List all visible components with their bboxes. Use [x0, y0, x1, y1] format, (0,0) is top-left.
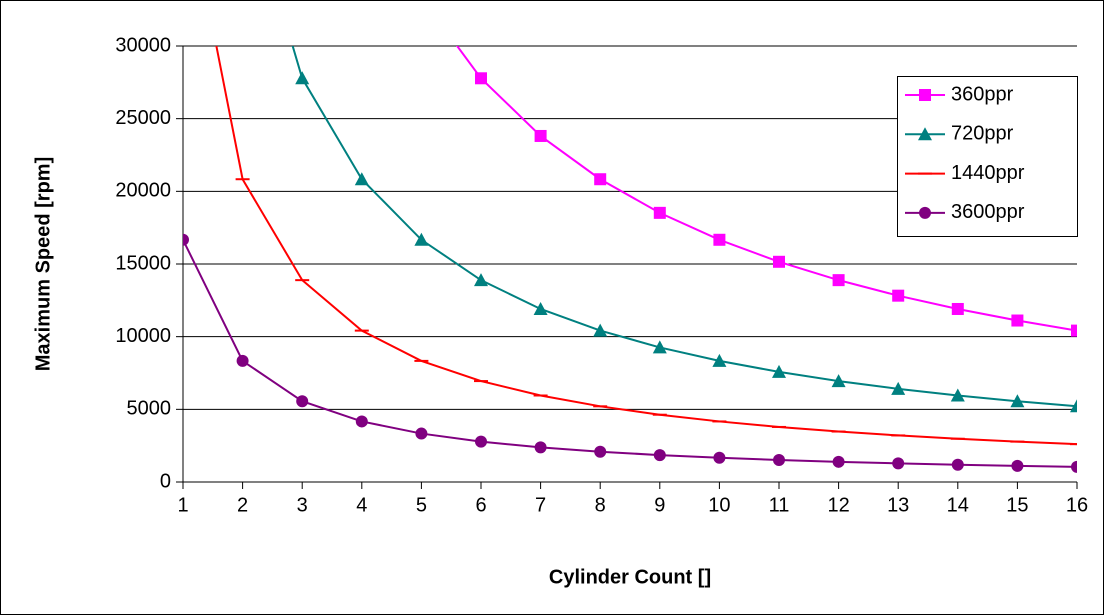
x-tick-label: 15: [1006, 494, 1028, 516]
x-tick-label: 16: [1066, 494, 1088, 516]
marker: [891, 381, 906, 395]
x-tick-label: 10: [708, 494, 730, 516]
marker: [1011, 314, 1024, 327]
y-tick-label: 25000: [115, 107, 171, 129]
marker: [1071, 460, 1077, 473]
marker: [1010, 394, 1025, 408]
marker: [653, 449, 666, 462]
x-tick-label: 13: [887, 494, 909, 516]
y-tick-label: 5000: [127, 398, 172, 420]
legend-label: 720ppr: [951, 123, 1014, 145]
x-tick-label: 11: [769, 494, 790, 516]
marker: [713, 451, 726, 464]
marker: [772, 364, 786, 378]
marker: [832, 274, 845, 287]
x-tick-label: 1: [177, 494, 188, 516]
marker: [713, 233, 726, 246]
marker: [533, 301, 548, 315]
marker: [1070, 399, 1077, 413]
x-tick-label: 4: [356, 494, 367, 516]
x-tick-label: 2: [237, 494, 248, 516]
marker: [534, 129, 547, 142]
x-tick-label: 3: [297, 494, 308, 516]
marker: [951, 458, 964, 471]
marker: [919, 206, 931, 219]
series-line: [455, 46, 1077, 332]
marker: [593, 323, 608, 337]
y-tick-label: 10000: [115, 325, 171, 347]
marker: [773, 255, 785, 268]
marker: [892, 289, 905, 302]
marker: [183, 233, 189, 246]
marker: [652, 340, 667, 354]
y-tick-label: 20000: [115, 180, 171, 202]
marker: [773, 453, 785, 466]
marker: [1011, 459, 1024, 472]
x-tick-label: 12: [827, 494, 849, 516]
marker: [475, 435, 487, 448]
series-line: [215, 46, 1077, 446]
x-tick-label: 5: [416, 494, 427, 516]
y-tick-label: 15000: [115, 252, 171, 274]
marker: [594, 445, 607, 458]
marker: [415, 427, 428, 440]
marker: [355, 415, 368, 428]
x-tick-label: 9: [654, 494, 665, 516]
legend-label: 3600ppr: [951, 201, 1025, 223]
marker: [832, 455, 845, 468]
marker: [712, 353, 727, 367]
y-tick-label: 0: [160, 470, 171, 492]
marker: [534, 441, 547, 454]
marker: [892, 457, 905, 470]
marker: [296, 395, 309, 408]
plot-area: [183, 46, 1077, 473]
marker: [295, 71, 310, 85]
series-line: [183, 239, 1077, 468]
y-tick-label: 30000: [115, 34, 171, 56]
marker: [474, 273, 488, 287]
x-tick-label: 14: [947, 494, 969, 516]
marker: [1071, 324, 1077, 337]
legend-label: 1440ppr: [951, 162, 1025, 184]
x-tick-label: 6: [475, 494, 486, 516]
marker: [653, 206, 666, 219]
legend: 360ppr 720ppr 1440ppr 3600ppr: [897, 76, 1078, 237]
x-tick-label: 8: [595, 494, 606, 516]
y-axis-title: Maximum Speed [rpm]: [32, 157, 54, 371]
marker: [951, 302, 964, 315]
marker: [919, 89, 931, 101]
marker: [918, 127, 932, 141]
marker: [475, 72, 487, 85]
marker: [594, 173, 607, 186]
marker: [354, 172, 369, 186]
marker: [414, 232, 429, 246]
marker: [831, 374, 846, 388]
marker: [950, 388, 965, 402]
legend-label: 360ppr: [951, 83, 1014, 105]
x-axis-title: Cylinder Count []: [549, 566, 711, 588]
x-tick-label: 7: [535, 494, 546, 516]
marker: [236, 354, 249, 367]
